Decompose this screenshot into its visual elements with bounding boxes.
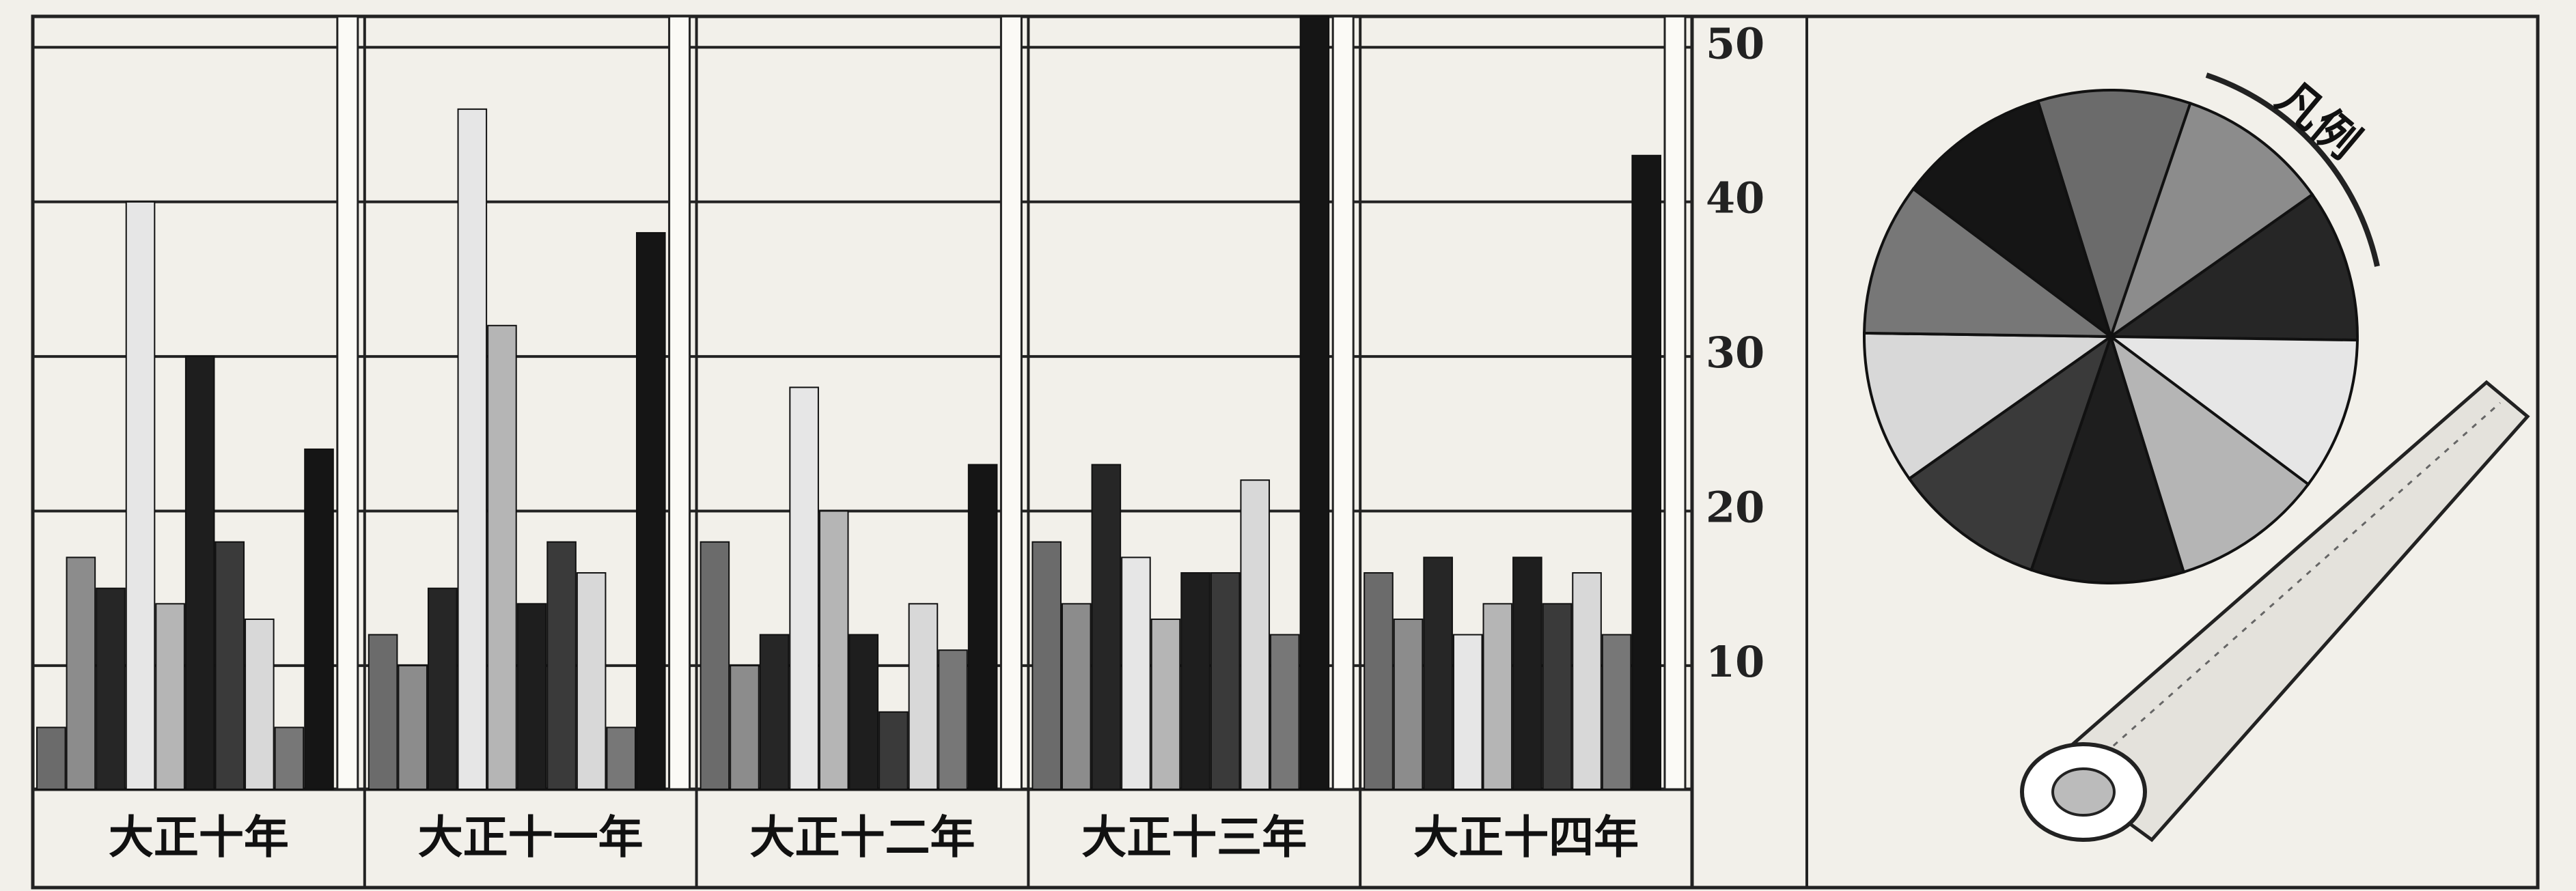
- x-tick-label: 大正十四年: [1413, 810, 1639, 864]
- bar: [1423, 556, 1453, 791]
- bar: [368, 634, 398, 790]
- group-spacer: [1331, 15, 1355, 791]
- group-spacer: [1663, 15, 1687, 791]
- bar: [1393, 618, 1424, 791]
- bar: [1542, 603, 1573, 790]
- bar: [1180, 572, 1210, 790]
- legend-arc: [2205, 72, 2380, 267]
- y-tick-label: 50: [1706, 18, 1764, 68]
- frame: [31, 14, 2540, 890]
- bar: [96, 587, 126, 790]
- bar: [1150, 618, 1181, 791]
- legend-swatch: [1907, 333, 2114, 572]
- bar: [1061, 603, 1092, 790]
- bar: [908, 603, 939, 790]
- bar: [304, 448, 334, 790]
- bar: [125, 201, 156, 790]
- bar: [1121, 556, 1151, 791]
- bar: [1270, 634, 1300, 790]
- bar: [878, 711, 909, 791]
- bar: [789, 386, 819, 790]
- bar: [487, 324, 517, 790]
- scroll-core: [2051, 767, 2116, 817]
- legend-swatch: [2108, 101, 2314, 341]
- group-spacer: [668, 15, 691, 791]
- group-spacer: [336, 15, 359, 791]
- bar: [1091, 464, 1122, 790]
- legend-swatch: [2106, 193, 2359, 342]
- bar: [1299, 16, 1330, 790]
- legend-swatch: [2030, 332, 2186, 584]
- bar: [1482, 603, 1513, 790]
- bar: [636, 231, 666, 790]
- bar: [1452, 634, 1483, 790]
- bar: [1601, 634, 1632, 790]
- legend-swatch: [2036, 89, 2192, 341]
- bar: [1240, 479, 1271, 790]
- bar: [1572, 572, 1602, 790]
- legend-swatch: [2106, 335, 2359, 487]
- group-spacer: [999, 15, 1023, 791]
- x-tick-label: 大正十二年: [750, 810, 975, 864]
- bar: [427, 587, 458, 790]
- bar: [576, 572, 607, 790]
- legend-swatch: [1863, 331, 2116, 481]
- bar: [967, 464, 998, 790]
- bar: [1210, 572, 1241, 790]
- bar: [546, 541, 577, 790]
- bar: [66, 556, 96, 791]
- bar: [398, 664, 428, 790]
- bar: [214, 541, 245, 790]
- y-tick-label: 20: [1706, 482, 1764, 532]
- bar: [848, 634, 879, 790]
- bar: [1512, 556, 1542, 791]
- bar: [606, 726, 637, 790]
- bar: [516, 603, 547, 790]
- bar: [759, 634, 790, 790]
- bar: [184, 356, 215, 790]
- bar: [818, 510, 849, 790]
- x-tick-label: 大正十三年: [1081, 810, 1307, 864]
- bar: [730, 664, 760, 790]
- scroll-decoration: [2020, 380, 2530, 843]
- legend-swatch: [1863, 186, 2116, 339]
- y-tick-label: 40: [1706, 173, 1764, 223]
- bar: [155, 603, 185, 790]
- bar: [700, 541, 730, 790]
- bar: [274, 726, 305, 790]
- y-tick-label: 30: [1706, 328, 1764, 378]
- legend-swatch: [2108, 333, 2310, 574]
- legend-swatch: [1911, 99, 2114, 341]
- bar: [457, 108, 488, 790]
- bar: [1363, 572, 1394, 790]
- bar: [245, 618, 275, 791]
- bar: [36, 726, 66, 790]
- scroll-shade: [2076, 401, 2501, 780]
- bar: [938, 649, 968, 790]
- bar: [1031, 541, 1062, 790]
- x-tick-label: 大正十年: [109, 810, 289, 864]
- x-tick-label: 大正十一年: [418, 810, 643, 864]
- bar: [1631, 154, 1661, 790]
- y-tick-label: 10: [1706, 637, 1764, 687]
